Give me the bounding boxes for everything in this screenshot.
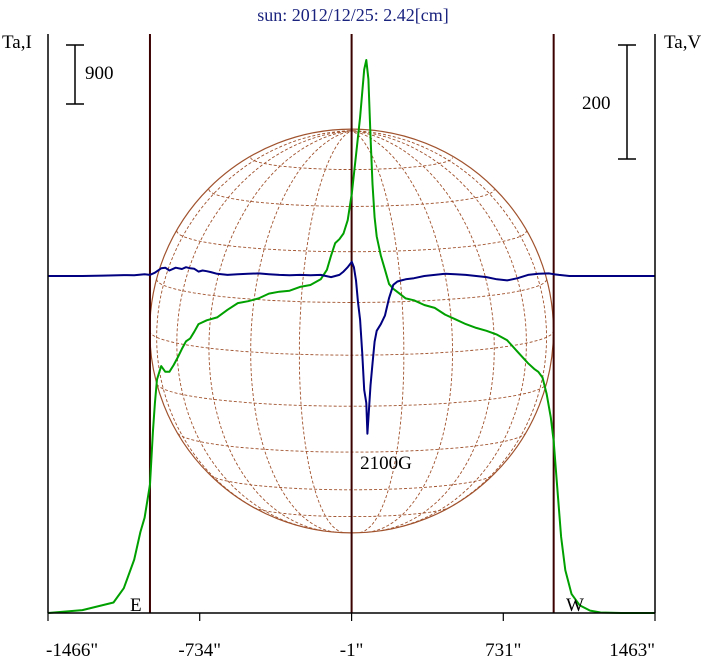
longitude-line bbox=[351, 130, 453, 533]
limb-markers bbox=[148, 34, 555, 613]
left-scale-bar-label: 900 bbox=[85, 63, 114, 84]
y-right-label: Ta,V bbox=[664, 32, 701, 53]
x-tick-label: -734" bbox=[178, 640, 221, 660]
longitude-line bbox=[156, 130, 352, 513]
x-tick-label: 1463" bbox=[609, 640, 655, 660]
series-ta-v-line bbox=[48, 260, 655, 435]
longitude-line bbox=[298, 130, 352, 534]
x-axis-ticks: -1466" -734" -1" 731" 1463" bbox=[46, 613, 656, 660]
y-left-label: Ta,I bbox=[2, 32, 32, 53]
west-limb-label: W bbox=[566, 595, 584, 616]
disk-annotation: 2100G bbox=[360, 453, 412, 474]
longitude-line bbox=[208, 130, 352, 532]
right-scale-bar-label: 200 bbox=[582, 93, 611, 114]
x-tick-label: -1" bbox=[340, 640, 364, 660]
longitude-line bbox=[250, 130, 352, 533]
chart-title: sun: 2012/12/25: 2.42[cm] bbox=[257, 5, 449, 25]
left-scale-bar bbox=[66, 44, 84, 105]
latitude-line bbox=[253, 507, 450, 518]
x-tick-label: -1466" bbox=[46, 640, 98, 660]
right-scale-bar bbox=[618, 44, 636, 160]
east-limb-label: E bbox=[130, 595, 142, 616]
longitude-line bbox=[351, 130, 548, 513]
longitude-line bbox=[351, 130, 405, 534]
x-tick-label: 731" bbox=[485, 640, 521, 660]
longitude-line bbox=[351, 130, 495, 532]
latitude-line bbox=[176, 230, 527, 253]
series-ta-i-line bbox=[47, 59, 655, 614]
